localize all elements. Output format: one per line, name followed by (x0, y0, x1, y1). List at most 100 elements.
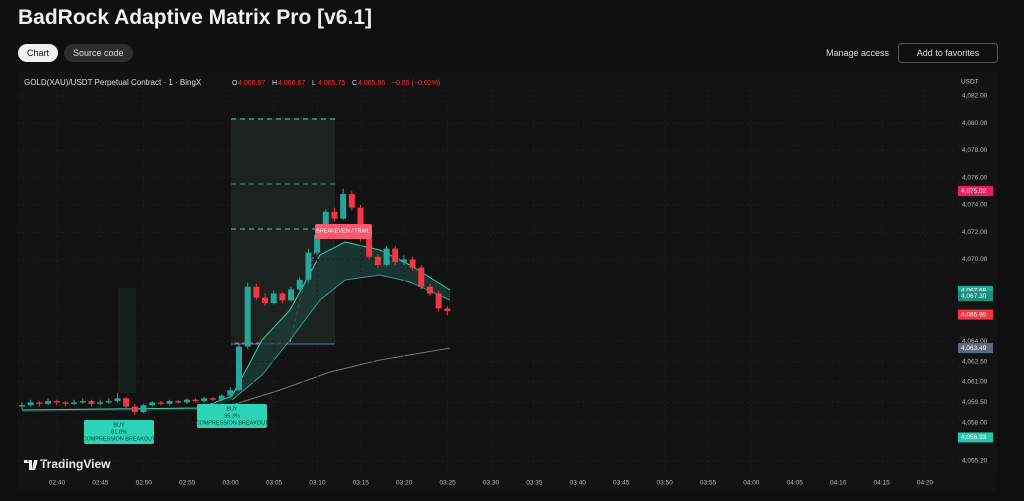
candle-body (331, 211, 338, 219)
candle-body (157, 402, 164, 404)
change: −0.65 (−0.02%) (392, 80, 440, 87)
candle-body (262, 297, 269, 304)
candle-body (71, 402, 78, 404)
candle-body (400, 259, 407, 263)
zone (118, 288, 136, 393)
chart-panel (17, 72, 997, 492)
candle-body (374, 256, 381, 265)
y-tick-label: 4,062.50 (962, 358, 988, 365)
price-tag (958, 286, 993, 297)
candle-body (218, 395, 225, 400)
x-tick-label: 04:20 (917, 480, 934, 487)
candle-body (314, 234, 321, 253)
y-tick-label: 4,058.00 (962, 420, 988, 427)
candle-body (62, 402, 69, 404)
x-tick-label: 02:40 (49, 480, 66, 487)
x-tick-label: 03:20 (396, 480, 413, 487)
x-tick-label: 02:50 (136, 480, 153, 487)
signal-box (197, 404, 267, 428)
x-tick-label: 02:55 (179, 480, 196, 487)
ohlc-value: 4,066.67 (238, 80, 265, 87)
x-tick-label: 03:30 (483, 480, 500, 487)
price-tag-label: 4,065.95 (961, 311, 987, 318)
candle-body (340, 194, 347, 219)
manage-access[interactable]: Manage access (826, 48, 890, 58)
y-tick-label: 4,055.20 (962, 458, 988, 465)
y-tick-label: 4,074.00 (962, 202, 988, 209)
x-tick-label: 03:55 (700, 480, 717, 487)
tab-source[interactable]: Source code (64, 44, 133, 62)
y-tick-label: 4,082.00 (962, 93, 988, 100)
tab-chart[interactable]: Chart (18, 44, 59, 62)
symbol: GOLD(XAU)/USDT Perpetual Contract · 1 · … (24, 78, 202, 87)
candle-body (392, 248, 399, 263)
signal-confidence: 81.8% (111, 429, 127, 435)
logo-mark (24, 460, 38, 470)
x-tick-label: 03:05 (266, 480, 283, 487)
candle-body (366, 239, 373, 257)
ohlc-value: 4,065.75 (318, 80, 345, 87)
x-tick-label: 03:50 (656, 480, 673, 487)
x-tick-label: 03:00 (222, 480, 239, 487)
x-tick-label: 02:45 (92, 480, 109, 487)
candle-body (435, 293, 442, 309)
x-tick-label: 03:45 (613, 480, 630, 487)
x-tick-label: 04:05 (787, 480, 804, 487)
signal-kind: COMPRESSION BREAKOUT (195, 420, 269, 426)
price-tag-label: 4,056.93 (961, 434, 987, 441)
ohlc-key: C (352, 80, 357, 87)
candle-body (53, 401, 60, 403)
candle-body (45, 401, 52, 404)
price-tag-label: 4,075.02 (961, 188, 987, 195)
candle-body (253, 286, 260, 298)
signal-side: BUY (113, 422, 125, 428)
candle-body (201, 398, 208, 402)
trail-box (315, 224, 372, 239)
zone (231, 118, 335, 344)
ohlc-key: O (232, 80, 238, 87)
price-tag (958, 432, 993, 443)
candle-body (288, 289, 295, 301)
signal-box (84, 420, 154, 444)
candle-body (322, 211, 329, 235)
candle-body (227, 390, 234, 396)
y-tick-label: 4,061.00 (962, 379, 988, 386)
price-tag (958, 186, 993, 197)
candle-body (270, 293, 277, 304)
ma-long (231, 347, 451, 406)
candle-body (444, 308, 451, 312)
candle-body (192, 399, 199, 402)
script-title: BadRock Adaptive Matrix Pro [v6.1] (18, 6, 372, 29)
candle-body (79, 401, 86, 403)
x-tick-label: 03:40 (570, 480, 587, 487)
candle-body (149, 402, 156, 406)
candle-body (409, 259, 416, 268)
candle-body (114, 398, 121, 402)
ohlc-key: L (312, 80, 316, 87)
y-tick-label: 4,080.00 (962, 120, 988, 127)
candle-body (183, 399, 190, 403)
candle-body (209, 398, 216, 400)
y-tick-label: 4,072.00 (962, 229, 988, 236)
candle-body (140, 405, 147, 412)
x-tick-label: 03:25 (439, 480, 456, 487)
y-tick-label: 4,076.00 (962, 174, 988, 181)
ma-fast (21, 241, 451, 411)
x-tick-label: 04:10 (830, 480, 847, 487)
candle-body (19, 405, 25, 407)
x-tick-label: 03:35 (526, 480, 543, 487)
x-tick-label: 04:00 (743, 480, 760, 487)
trail-label: BREAKEVEN / TRAIL (316, 228, 370, 234)
add-favorites[interactable]: Add to favorites (898, 43, 998, 63)
candle-body (166, 401, 173, 404)
ohlc-key: H (272, 80, 277, 87)
candle-body (175, 401, 182, 403)
ma-ribbon (22, 242, 450, 412)
price-tag (958, 343, 993, 354)
price-tag-label: 4,063.49 (961, 345, 987, 352)
price-tag (958, 309, 993, 320)
y-tick-label: 4,064.00 (962, 338, 988, 345)
price-tag-label: 4,067.30 (961, 293, 987, 300)
candle-body (131, 406, 138, 412)
